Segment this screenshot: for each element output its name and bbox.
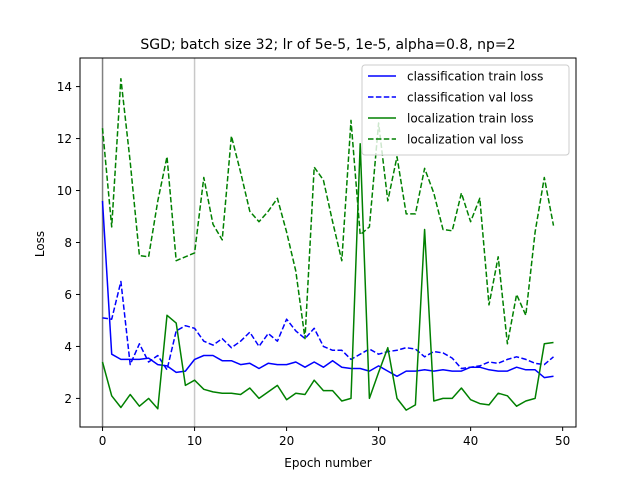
y-axis: 2 4 6 8 10 12 14 [57,80,80,406]
legend-label: classification val loss [407,91,533,105]
y-tick-label: 2 [64,392,72,406]
reference-lines [101,58,196,427]
legend-label: localization val loss [407,133,524,147]
y-tick-label: 6 [64,288,72,302]
legend-label: classification train loss [407,70,543,84]
x-tick-label: 30 [371,434,386,448]
x-tick-label: 20 [279,434,294,448]
x-tick-label: 10 [187,434,202,448]
legend: classification train loss classification … [361,64,570,156]
y-tick-label: 4 [64,340,72,354]
legend-box [361,64,570,156]
series-line [102,280,554,371]
x-tick-label: 0 [99,434,107,448]
series-line [101,78,555,345]
y-tick-label: 14 [57,80,72,94]
y-axis-label: Loss [33,231,47,257]
series-line [101,200,554,379]
y-tick-label: 10 [57,184,72,198]
x-tick-label: 40 [463,434,478,448]
legend-label: localization train loss [407,112,534,126]
series-line [101,143,554,411]
x-axis: 0 10 20 30 40 50 [99,427,570,448]
chart-title: SGD; batch size 32; lr of 5e-5, 1e-5, al… [140,37,515,53]
series-layer [101,78,555,411]
x-tick-label: 50 [555,434,570,448]
y-tick-label: 12 [57,132,72,146]
y-tick-label: 8 [64,236,72,250]
x-axis-label: Epoch number [284,456,371,470]
